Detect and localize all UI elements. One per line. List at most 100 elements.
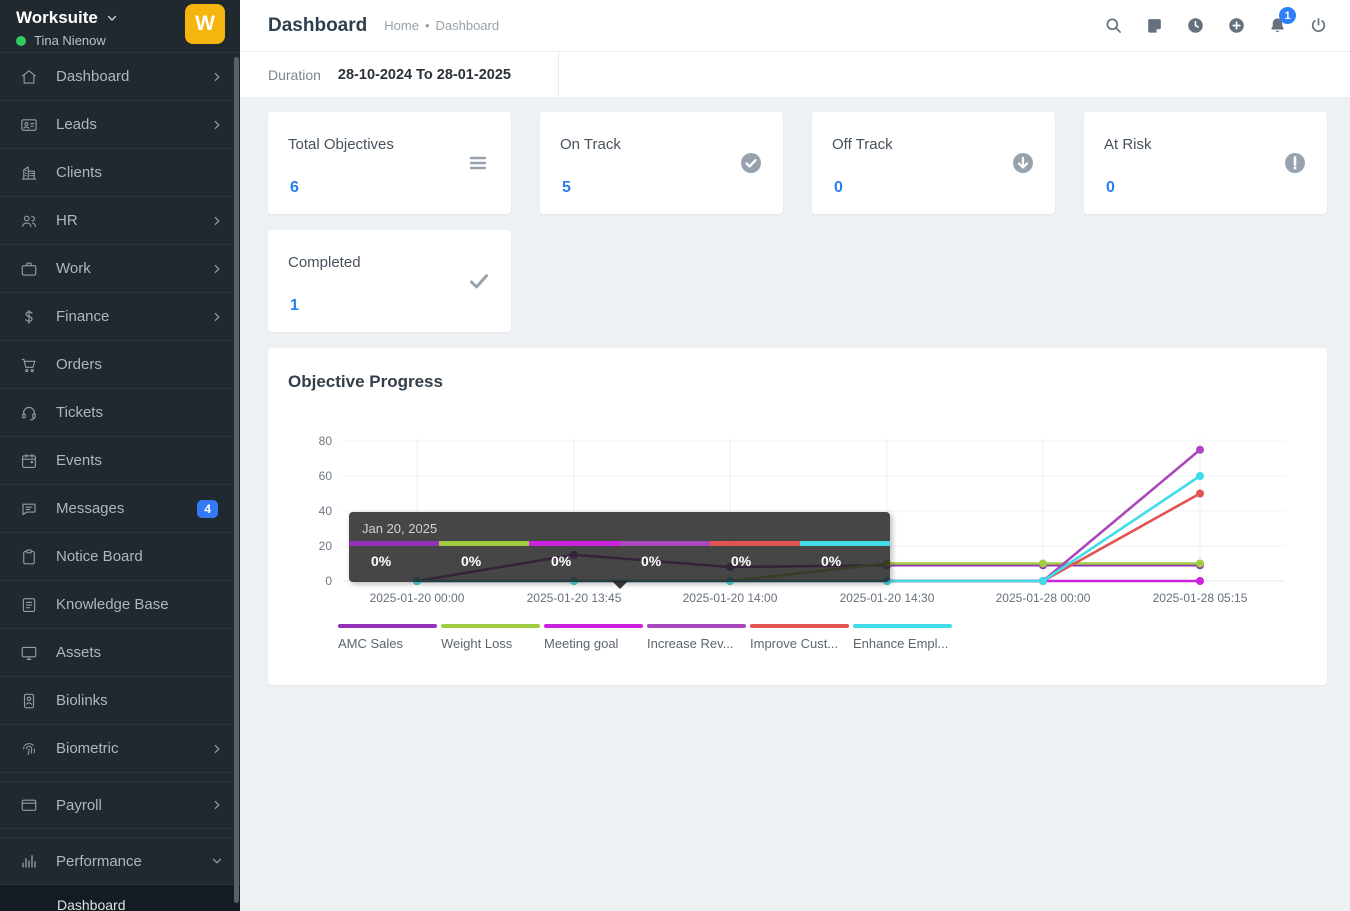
chevron-right-icon [210,118,224,132]
document-icon [20,596,38,614]
stat-label: Completed [288,254,361,271]
main-content: Total Objectives 6 On Track 5 Off Track 0 At R… [240,97,1350,911]
duration-filter: Duration 28-10-2024 To 28-01-2025 [240,52,559,97]
power-button[interactable] [1309,16,1328,35]
sidebar-item-clients[interactable]: Clients [0,149,240,197]
chart-area: 0 20 40 60 80 2025-01-20 00:00 2025-01-20 13:4… [288,432,1307,614]
page-title: Dashboard [268,14,368,36]
bell-button[interactable]: 1 [1268,7,1296,35]
app-switcher[interactable]: Worksuite [16,8,224,28]
chat-icon [20,500,38,518]
list-icon [467,151,491,175]
clock-button[interactable] [1186,16,1205,35]
sidebar-item-assets[interactable]: Assets [0,629,240,677]
sidebar-item-biometric[interactable]: Biometric [0,725,240,773]
monitor-icon [20,644,38,662]
sidebar-item-performance[interactable]: Performance [0,837,240,885]
sidebar-item-leads[interactable]: Leads [0,101,240,149]
notification-badge: 1 [1279,7,1296,24]
sidebar-item-hr[interactable]: HR [0,197,240,245]
sidebar-item-events[interactable]: Events [0,437,240,485]
tooltip-value: 0% [731,553,752,569]
check-icon [467,269,491,293]
tooltip-value: 0% [641,553,662,569]
sidebar-item-messages[interactable]: Messages 4 [0,485,240,533]
legend-item-meeting-goal[interactable]: Meeting goal [544,624,645,651]
sidebar-item-dashboard[interactable]: Dashboard [0,53,240,101]
legend-item-weight-loss[interactable]: Weight Loss [441,624,542,651]
wallet-icon [20,796,38,814]
sidebar-item-label: Performance [56,852,142,870]
sidebar-item-finance[interactable]: Finance [0,293,240,341]
sidebar-item-orders[interactable]: Orders [0,341,240,389]
sidebar-item-label: Clients [56,164,102,181]
breadcrumb-home[interactable]: Home [384,18,419,33]
legend-color-bar [544,624,643,628]
stat-value: 5 [562,179,571,196]
topbar-actions: 1 [1104,7,1328,35]
chart-legend: AMC Sales Weight Loss Meeting goal Increase… [338,624,1307,651]
sidebar-item-label: Messages [56,500,125,517]
headset-icon [20,404,38,422]
stat-value: 6 [290,179,299,196]
sidebar-item-label: Assets [56,644,102,661]
chevron-right-icon [210,70,224,84]
sidebar-item-label: Tickets [56,404,103,421]
legend-item-improve-cust[interactable]: Improve Cust... [750,624,851,651]
x-axis-tick-label: 2025-01-20 14:30 [840,591,935,605]
sidebar-item-work[interactable]: Work [0,245,240,293]
x-axis-tick-label: 2025-01-20 14:00 [683,591,778,605]
stat-card-off-track: Off Track 0 [812,112,1055,214]
app-logo[interactable]: W [185,4,225,44]
sidebar-item-payroll[interactable]: Payroll [0,781,240,829]
legend-item-amc-sales[interactable]: AMC Sales [338,624,439,651]
chevron-right-icon [210,310,224,324]
stat-label: Total Objectives [288,136,394,153]
fingerprint-icon [20,740,38,758]
tooltip-title: Jan 20, 2025 [362,521,438,536]
bell-icon [1268,16,1287,35]
exclamation-circle-icon [1283,151,1307,175]
sidebar-subitem-dashboard[interactable]: Dashboard [0,885,240,911]
breadcrumb-current: Dashboard [435,18,500,33]
biolink-icon [20,692,38,710]
sidebar-item-biolinks[interactable]: Biolinks [0,677,240,725]
legend-color-bar [338,624,437,628]
tooltip-values: 0% 0% 0% 0% 0% 0% [349,553,890,569]
stat-card-on-track: On Track 5 [540,112,783,214]
arrow-down-circle-icon [1011,151,1035,175]
y-axis-tick-label: 60 [319,469,333,483]
tooltip-series-color [709,541,800,546]
legend-label: Increase Rev... [647,636,734,651]
stat-value: 1 [290,297,299,314]
sidebar-item-label: Knowledge Base [56,596,169,613]
y-axis-tick-label: 80 [319,434,333,448]
bar-chart-icon [20,852,38,870]
legend-item-enhance-empl[interactable]: Enhance Empl... [853,624,954,651]
x-axis-tick-label: 2025-01-28 00:00 [996,591,1091,605]
sidebar-item-label: Payroll [56,796,102,814]
tooltip-value: 0% [371,553,392,569]
sidebar-item-label: Notice Board [56,548,143,565]
legend-item-increase-rev[interactable]: Increase Rev... [647,624,748,651]
building-icon [20,164,38,182]
tooltip-value: 0% [821,553,842,569]
calendar-icon [20,452,38,470]
legend-label: Weight Loss [441,636,513,651]
sidebar-item-notice-board[interactable]: Notice Board [0,533,240,581]
duration-range-picker[interactable]: 28-10-2024 To 28-01-2025 [337,66,511,83]
sidebar-scrollbar[interactable] [234,57,239,903]
sidebar-item-label: Finance [56,308,110,325]
plus-circle-icon [1227,16,1246,35]
note-icon [1145,16,1164,35]
filter-bar: Duration 28-10-2024 To 28-01-2025 [240,52,1350,97]
sidebar-item-tickets[interactable]: Tickets [0,389,240,437]
stat-card-total-objectives: Total Objectives 6 [268,112,511,214]
plus-circle-button[interactable] [1227,16,1246,35]
note-button[interactable] [1145,16,1164,35]
search-button[interactable] [1104,16,1123,35]
sidebar-item-knowledge-base[interactable]: Knowledge Base [0,581,240,629]
sidebar-item-label: Work [56,260,91,277]
clipboard-icon [20,548,38,566]
sidebar-item-label: HR [56,212,78,229]
